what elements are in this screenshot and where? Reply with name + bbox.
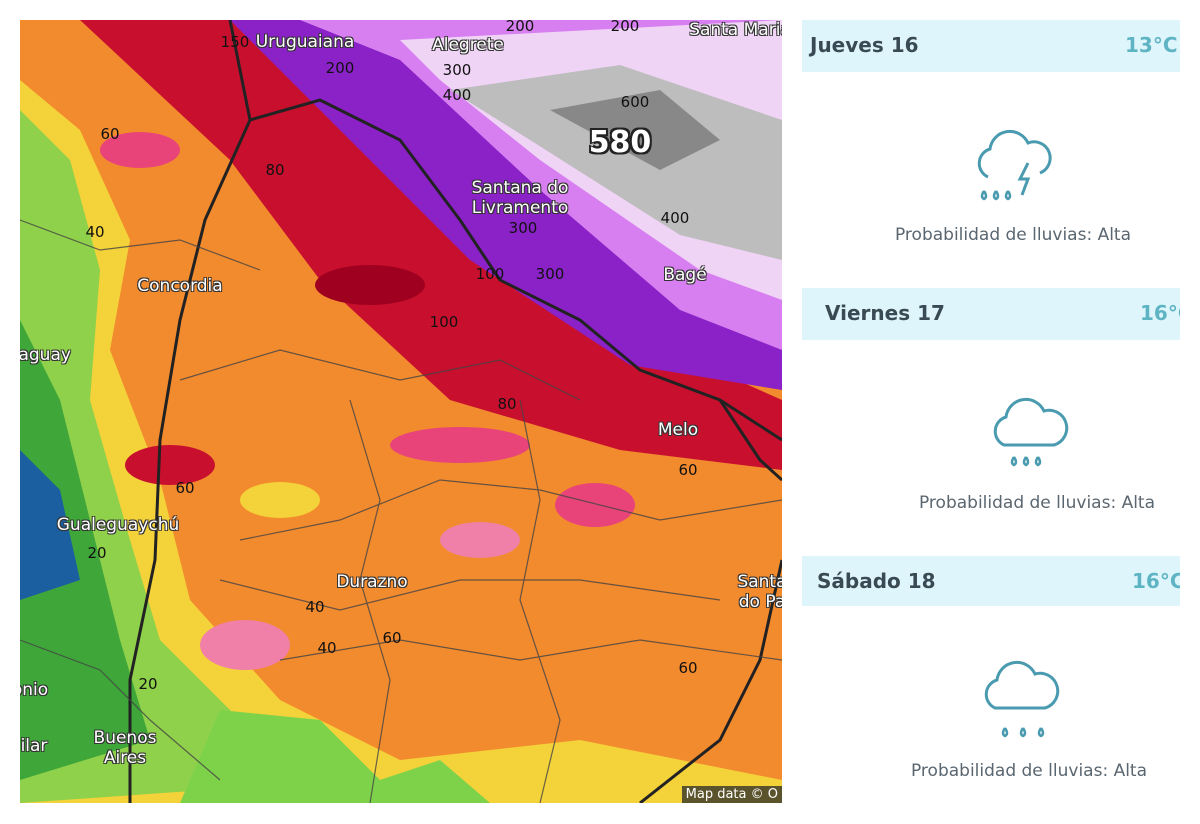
contour-label: 60 — [678, 659, 698, 677]
forecast-header: Sábado 18 16°C — [802, 556, 1180, 606]
forecast-header: Viernes 17 16°C — [802, 288, 1180, 340]
place-label: Santa do Pa — [737, 572, 782, 612]
contour-label: 60 — [100, 125, 120, 143]
contour-label: 400 — [660, 209, 690, 227]
contour-label: 200 — [610, 20, 640, 35]
temperature: 16°C — [1132, 569, 1180, 593]
map-layer — [20, 20, 782, 803]
contour-label: 80 — [497, 395, 517, 413]
contour-label: 300 — [508, 219, 538, 237]
place-label: llaguay — [20, 345, 71, 365]
place-label: Buenos Aires — [93, 728, 157, 768]
rain-icon — [993, 397, 1069, 467]
place-label: ilar — [20, 736, 48, 756]
forecast-card: Jueves 16 13°C Probabilidad de lluvias: … — [802, 20, 1180, 270]
pressure-label: 580 — [588, 125, 652, 160]
place-label: Bagé — [663, 265, 707, 285]
contour-label: 20 — [87, 544, 107, 562]
temperature: 13°C — [1125, 33, 1178, 57]
place-label: Gualeguaychú — [56, 515, 180, 535]
rain-probability: Probabilidad de lluvias: Alta — [910, 761, 1148, 781]
forecast-header: Jueves 16 13°C — [802, 20, 1180, 72]
contour-label: 400 — [442, 86, 472, 104]
contour-label: 200 — [325, 59, 355, 77]
temperature: 16°C — [1140, 301, 1180, 325]
weather-map: Uruguaiana Alegrete Santa Maria Santana do … — [20, 20, 782, 803]
contour-label: 600 — [620, 93, 650, 111]
place-label: Durazno — [336, 572, 408, 592]
map-attribution: Map data © O — [681, 786, 782, 803]
forecast-card: Sábado 18 16°C Probabilidad de lluvias: … — [802, 556, 1180, 806]
place-label: onio — [20, 680, 49, 700]
contour-label: 300 — [535, 265, 565, 283]
forecast-card: Viernes 17 16°C Probabilidad de lluvias:… — [802, 288, 1180, 538]
storm-icon — [977, 129, 1052, 201]
rain-probability: Probabilidad de lluvias: Alta — [894, 225, 1132, 245]
contour-label: 80 — [265, 161, 285, 179]
contour-label: 60 — [678, 461, 698, 479]
contour-label: 200 — [505, 20, 535, 35]
place-label: Santa Maria — [689, 20, 782, 40]
place-label: Concordia — [137, 276, 223, 296]
contour-label: 60 — [175, 479, 195, 497]
place-label: Uruguaiana — [255, 32, 355, 52]
contour-label: 100 — [475, 265, 505, 283]
contour-label: 40 — [85, 223, 105, 241]
day: Jueves 16 — [810, 33, 919, 57]
contour-label: 60 — [382, 629, 402, 647]
day: Sábado 18 — [817, 569, 936, 593]
place-label: Alegrete — [432, 35, 504, 55]
place-label: Melo — [657, 420, 699, 440]
rain-icon — [984, 660, 1060, 738]
contour-label: 300 — [442, 61, 472, 79]
contour-label: 40 — [317, 639, 337, 657]
contour-label: 150 — [220, 33, 250, 51]
rain-probability: Probabilidad de lluvias: Alta — [918, 493, 1156, 513]
contour-label: 20 — [138, 675, 158, 693]
place-label: Santana do Livramento — [471, 178, 569, 218]
contour-label: 100 — [429, 313, 459, 331]
contour-label: 40 — [305, 598, 325, 616]
day: Viernes 17 — [825, 301, 945, 325]
